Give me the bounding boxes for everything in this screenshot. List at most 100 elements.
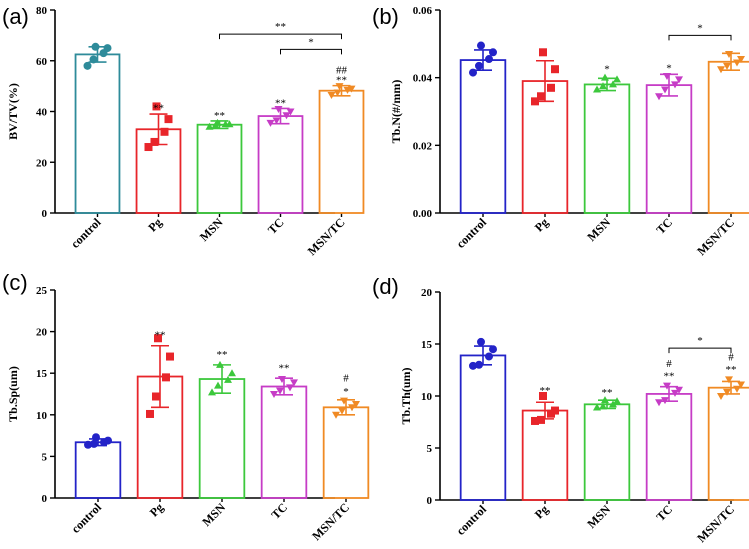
bar-msn bbox=[583, 83, 631, 214]
x-tick-label: control bbox=[453, 215, 489, 251]
significance-mark: ** bbox=[217, 349, 228, 361]
data-point bbox=[152, 392, 160, 401]
data-point bbox=[475, 360, 483, 369]
data-point bbox=[104, 436, 112, 445]
data-point bbox=[531, 416, 539, 425]
data-point bbox=[266, 119, 275, 127]
x-tick-label: MSN/TC bbox=[694, 502, 737, 545]
data-point bbox=[737, 381, 745, 389]
data-point bbox=[213, 118, 222, 126]
data-point bbox=[205, 122, 214, 130]
data-point bbox=[661, 397, 669, 405]
data-point bbox=[671, 81, 679, 89]
data-point bbox=[675, 76, 683, 84]
y-tick-label: 0.00 bbox=[413, 208, 433, 220]
data-point bbox=[717, 393, 725, 400]
data-point bbox=[103, 44, 112, 53]
data-point bbox=[733, 385, 741, 393]
y-tick-label: 25 bbox=[36, 285, 48, 297]
data-point bbox=[469, 68, 477, 77]
y-tick-label: 0.04 bbox=[413, 73, 433, 85]
panel-label: (d) bbox=[372, 274, 399, 299]
y-tick-label: 80 bbox=[36, 5, 48, 17]
data-point bbox=[655, 399, 663, 407]
x-tick-label: MSN/TC bbox=[309, 500, 352, 543]
y-tick-label: 5 bbox=[427, 443, 433, 455]
y-axis-title: Tb.N(#/mm) bbox=[389, 80, 403, 144]
significance-mark: * bbox=[604, 64, 610, 76]
data-point bbox=[84, 440, 92, 449]
data-point bbox=[663, 72, 671, 80]
y-axis-title: BV/TV(%) bbox=[6, 83, 20, 140]
data-point bbox=[663, 382, 671, 390]
data-point bbox=[208, 388, 216, 396]
chart-panel-0: (a) 0 20 40 60 80 BV/TV(%) control Pg MSN TC MSN/TC… bbox=[2, 4, 365, 258]
bar-msn bbox=[196, 123, 243, 214]
bar-msn bbox=[583, 403, 631, 501]
data-point bbox=[613, 397, 621, 405]
x-tick-label: TC bbox=[653, 215, 675, 237]
data-point bbox=[166, 352, 174, 361]
significance-mark: ** bbox=[336, 75, 347, 87]
data-point bbox=[723, 62, 731, 70]
y-tick-label: 10 bbox=[421, 391, 433, 403]
x-tick-label: MSN bbox=[197, 215, 226, 244]
data-point bbox=[475, 61, 483, 70]
data-point bbox=[327, 92, 336, 100]
data-point bbox=[537, 415, 545, 424]
bar-control bbox=[74, 53, 121, 214]
comparison-bracket bbox=[280, 48, 342, 55]
data-point bbox=[593, 85, 601, 93]
x-tick-label: MSN bbox=[584, 215, 613, 244]
bar-msn-tc bbox=[707, 60, 749, 214]
data-point bbox=[228, 369, 236, 377]
data-point bbox=[290, 379, 298, 387]
significance-mark: ** bbox=[155, 329, 166, 341]
data-point bbox=[214, 381, 222, 389]
data-point bbox=[340, 397, 348, 405]
significance-mark: ** bbox=[602, 387, 613, 399]
x-tick-label: MSN/TC bbox=[305, 215, 348, 258]
x-tick-label: control bbox=[68, 500, 104, 536]
bracket-significance-mark: ** bbox=[275, 21, 286, 33]
bar-pg bbox=[521, 409, 569, 501]
data-point bbox=[91, 42, 100, 51]
data-point bbox=[547, 83, 555, 92]
significance-mark: # bbox=[728, 352, 734, 364]
x-tick-label: MSN bbox=[584, 502, 613, 531]
data-point bbox=[89, 55, 98, 64]
data-point bbox=[477, 337, 485, 346]
bar-msn-tc bbox=[318, 89, 365, 214]
significance-mark: ** bbox=[153, 103, 164, 115]
y-tick-label: 20 bbox=[36, 157, 48, 169]
data-point bbox=[609, 80, 617, 88]
data-point bbox=[485, 352, 493, 361]
data-point bbox=[164, 115, 173, 124]
data-point bbox=[531, 97, 539, 106]
y-tick-label: 20 bbox=[421, 287, 433, 299]
data-point bbox=[613, 75, 621, 83]
bar-msn-tc bbox=[707, 386, 749, 501]
panel-label: (c) bbox=[2, 270, 28, 295]
data-point bbox=[286, 108, 295, 116]
y-tick-label: 10 bbox=[36, 410, 48, 422]
significance-mark: # bbox=[666, 358, 672, 370]
y-tick-label: 20 bbox=[36, 327, 48, 339]
x-tick-label: Pg bbox=[145, 215, 164, 234]
bar-tc bbox=[645, 393, 693, 501]
data-point bbox=[276, 387, 284, 395]
chart-panel-3: (d) 0 5 10 15 20 Tb.Th(um) control Pg MSN TC MSN/TC… bbox=[372, 274, 749, 545]
bar-control bbox=[459, 59, 507, 214]
data-point bbox=[537, 92, 545, 101]
x-tick-label: TC bbox=[653, 502, 675, 524]
y-tick-label: 0.06 bbox=[413, 5, 433, 17]
bracket-significance-mark: * bbox=[697, 335, 703, 347]
x-tick-label: Pg bbox=[147, 500, 166, 519]
bar-tc bbox=[257, 115, 304, 214]
significance-mark: * bbox=[666, 63, 672, 75]
data-point bbox=[162, 373, 170, 382]
x-tick-label: MSN/TC bbox=[694, 215, 737, 258]
x-tick-label: Pg bbox=[532, 215, 551, 234]
data-point bbox=[539, 392, 547, 400]
